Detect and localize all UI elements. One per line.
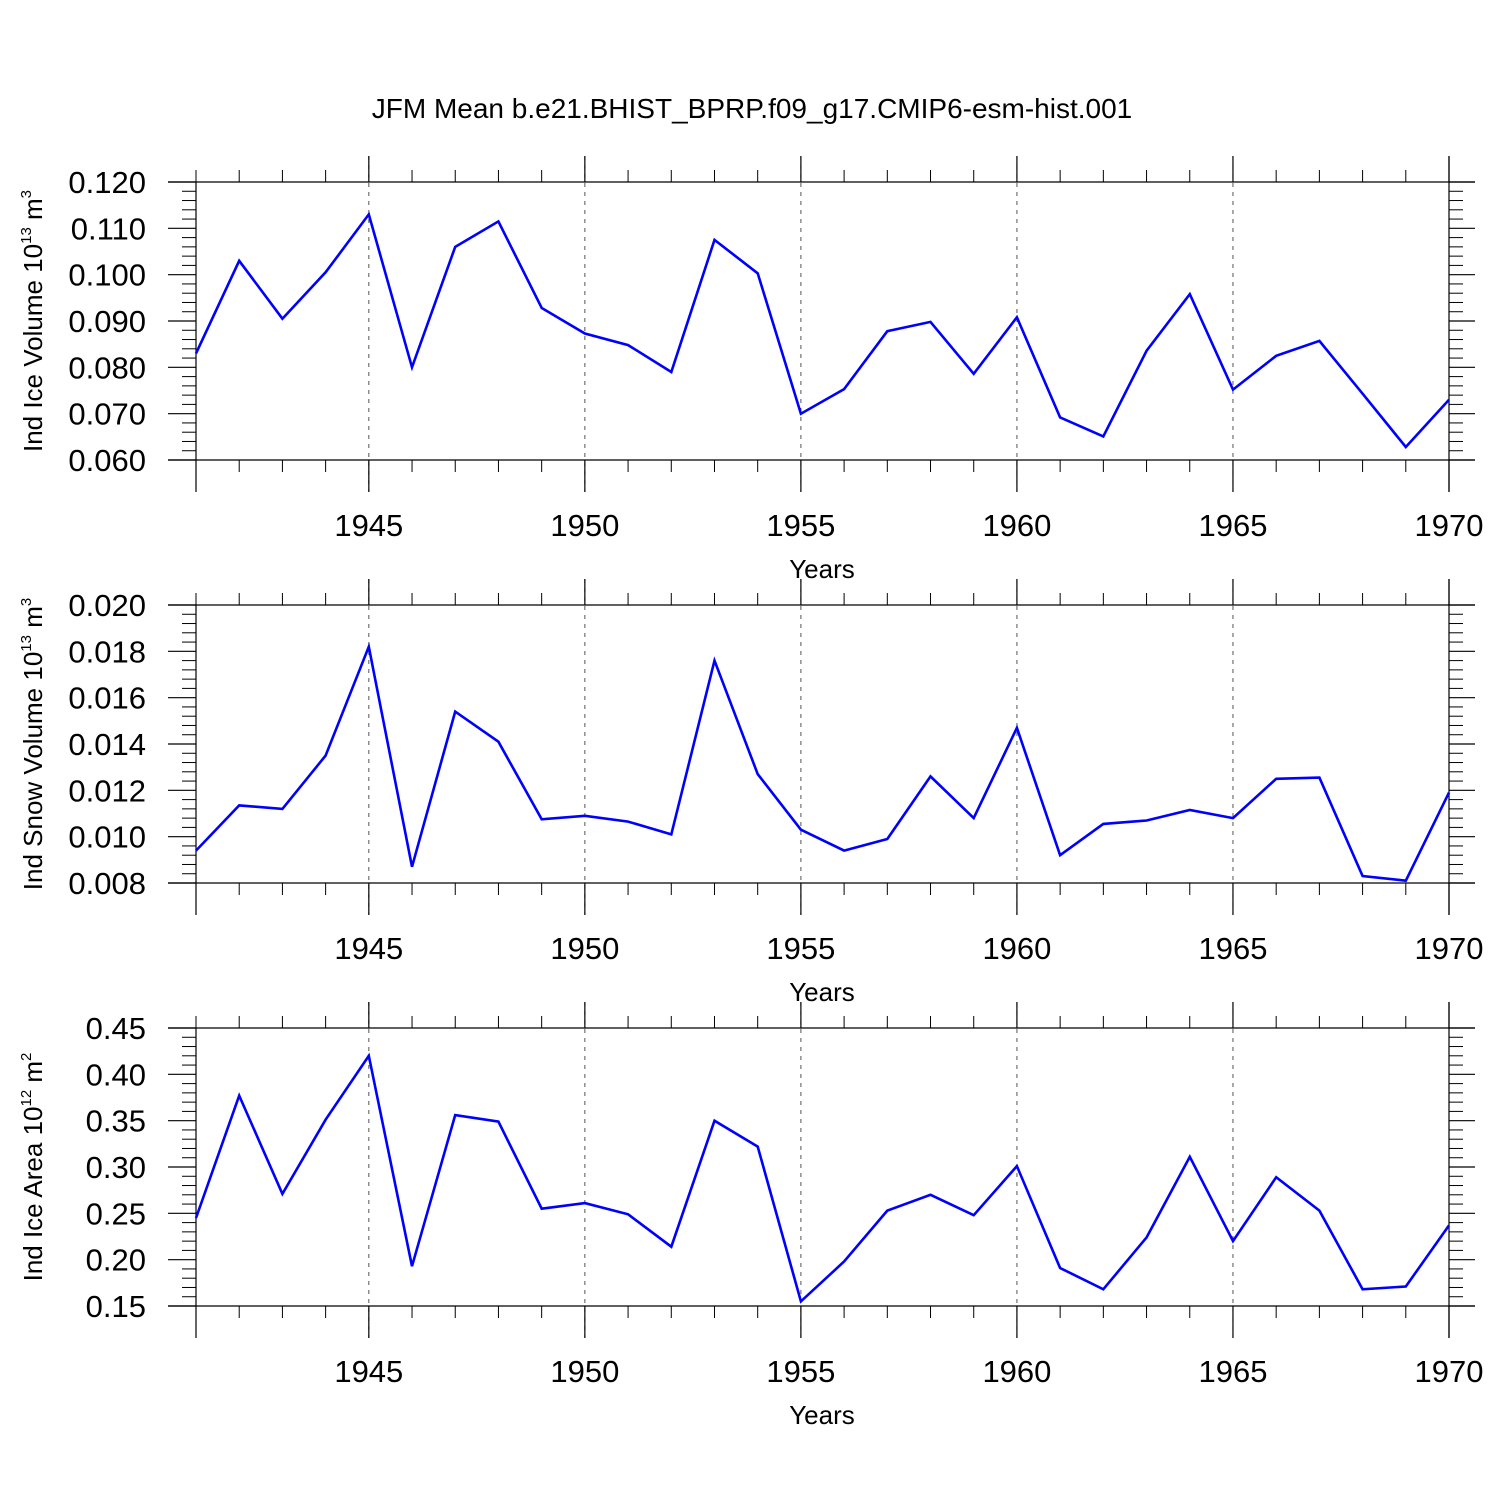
y-tick-label: 0.35 <box>86 1104 146 1139</box>
x-tick-label: 1950 <box>550 508 619 543</box>
x-tick-label: 1955 <box>766 931 835 966</box>
x-axis-label: Years <box>789 977 855 1007</box>
y-tick-label: 0.014 <box>68 727 146 762</box>
data-series-line <box>195 642 1451 883</box>
x-tick-label: 1965 <box>1198 931 1267 966</box>
x-axis-label: Years <box>789 1400 855 1430</box>
y-tick-label: 0.020 <box>68 588 146 623</box>
x-tick-label: 1950 <box>550 1354 619 1389</box>
x-tick-label: 1970 <box>1415 931 1484 966</box>
y-tick-label: 0.100 <box>68 258 146 293</box>
x-tick-label: 1945 <box>334 931 403 966</box>
y-axis-label: Ind Ice Volume 1013 m3 <box>18 190 48 452</box>
x-tick-label: 1955 <box>766 1354 835 1389</box>
y-axis-label: Ind Snow Volume 1013 m3 <box>18 598 48 890</box>
y-tick-label: 0.45 <box>86 1011 146 1046</box>
y-tick-label: 0.070 <box>68 397 146 432</box>
x-tick-label: 1960 <box>982 1354 1051 1389</box>
panel-3: 0.15 0.20 0.25 0.30 0.35 0.40 0.45 1945 1950 1955… <box>18 1002 1483 1430</box>
x-tick-label: 1965 <box>1198 508 1267 543</box>
x-tick-label: 1960 <box>982 508 1051 543</box>
x-tick-label: 1945 <box>334 1354 403 1389</box>
y-tick-label: 0.30 <box>86 1150 146 1185</box>
y-tick-label: 0.40 <box>86 1057 146 1092</box>
y-tick-label: 0.012 <box>68 773 146 808</box>
y-tick-label: 0.016 <box>68 681 146 716</box>
x-tick-label: 1960 <box>982 931 1051 966</box>
x-tick-label: 1970 <box>1415 1354 1484 1389</box>
y-tick-label: 0.25 <box>86 1196 146 1231</box>
panel-2: 0.008 0.010 0.012 0.014 0.016 0.018 0.020 1945 1… <box>18 579 1483 1007</box>
y-tick-label: 0.15 <box>86 1289 146 1324</box>
data-series-line <box>194 1052 1451 1304</box>
panel-1: 0.060 0.070 0.080 0.090 0.100 0.110 0.120 1945 1… <box>18 156 1483 584</box>
y-tick-label: 0.20 <box>86 1243 146 1278</box>
y-tick-label: 0.120 <box>68 165 146 200</box>
y-tick-label: 0.008 <box>68 866 146 901</box>
x-tick-label: 1970 <box>1415 508 1484 543</box>
y-tick-label: 0.018 <box>68 634 146 669</box>
panels: 0.060 0.070 0.080 0.090 0.100 0.110 0.120 1945 1… <box>18 156 1483 1430</box>
y-tick-label: 0.110 <box>71 211 146 246</box>
y-tick-label: 0.060 <box>68 443 146 478</box>
x-tick-label: 1950 <box>550 931 619 966</box>
data-series-line <box>194 211 1450 449</box>
x-tick-label: 1945 <box>334 508 403 543</box>
x-axis-label: Years <box>789 554 855 584</box>
y-tick-label: 0.090 <box>68 304 146 339</box>
y-axis-label: Ind Ice Area 1012 m2 <box>18 1053 48 1282</box>
y-tick-label: 0.080 <box>68 350 146 385</box>
y-tick-label: 0.010 <box>68 820 146 855</box>
x-tick-label: 1955 <box>766 508 835 543</box>
x-tick-label: 1965 <box>1198 1354 1267 1389</box>
figure-title: JFM Mean b.e21.BHIST_BPRP.f09_g17.CMIP6-… <box>372 93 1133 124</box>
